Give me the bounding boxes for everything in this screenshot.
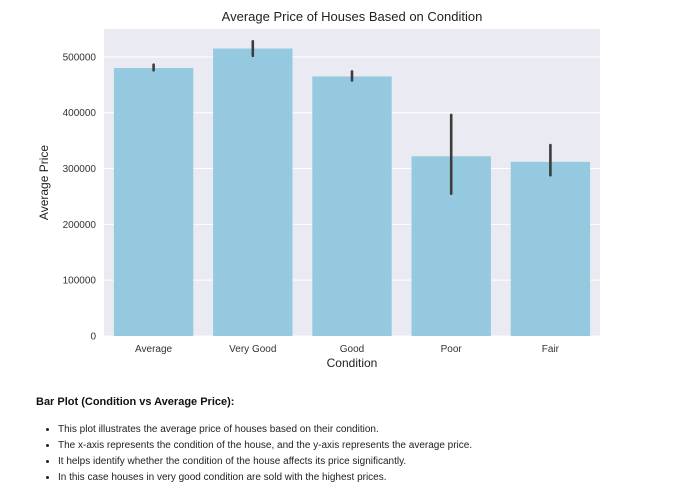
x-axis-title: Condition [327, 356, 378, 370]
y-tick-label: 0 [90, 332, 96, 343]
y-tick-label: 200000 [63, 220, 97, 231]
chart-title: Average Price of Houses Based on Conditi… [222, 9, 483, 24]
description-bullet: In this case houses in very good conditi… [58, 470, 646, 486]
chart-svg: 0 100000 200000 300000 400000 500000 Average Ve… [37, 9, 600, 370]
x-tick-label: Fair [542, 344, 560, 355]
bar [213, 48, 293, 336]
description-section: Bar Plot (Condition vs Average Price): T… [36, 396, 646, 486]
bar [510, 161, 591, 336]
x-tick-label: Average [135, 344, 173, 355]
y-tick-label: 400000 [63, 108, 97, 119]
bar-chart: 0 100000 200000 300000 400000 500000 Average Ve… [37, 9, 600, 370]
y-tick-label: 500000 [63, 52, 97, 63]
bar [312, 76, 392, 336]
description-bullet: It helps identify whether the condition … [58, 454, 646, 470]
description-list: This plot illustrates the average price … [36, 422, 646, 486]
y-axis-title: Average Price [37, 145, 51, 220]
bar [113, 68, 194, 336]
x-tick-label: Very Good [229, 344, 276, 355]
y-tick-label: 300000 [63, 164, 97, 175]
y-tick-label: 100000 [63, 276, 97, 287]
description-heading: Bar Plot (Condition vs Average Price): [36, 396, 235, 408]
description-bullet: The x-axis represents the condition of t… [58, 438, 646, 454]
description-bullet: This plot illustrates the average price … [58, 422, 646, 438]
x-tick-label: Good [340, 344, 364, 355]
x-tick-label: Poor [441, 344, 463, 355]
